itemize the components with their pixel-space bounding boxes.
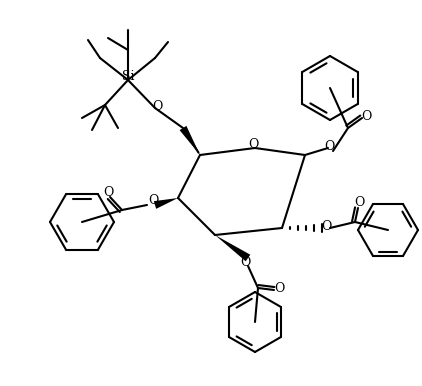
Polygon shape (180, 126, 200, 155)
Polygon shape (154, 198, 178, 209)
Polygon shape (215, 235, 250, 261)
Text: O: O (274, 281, 284, 295)
Text: O: O (148, 195, 158, 208)
Text: O: O (240, 256, 250, 269)
Text: O: O (152, 100, 162, 112)
Text: O: O (321, 220, 331, 232)
Text: O: O (361, 110, 371, 122)
Text: Si: Si (122, 69, 134, 83)
Text: O: O (103, 186, 113, 198)
Text: O: O (248, 137, 258, 151)
Text: O: O (354, 196, 364, 210)
Text: O: O (324, 141, 334, 154)
